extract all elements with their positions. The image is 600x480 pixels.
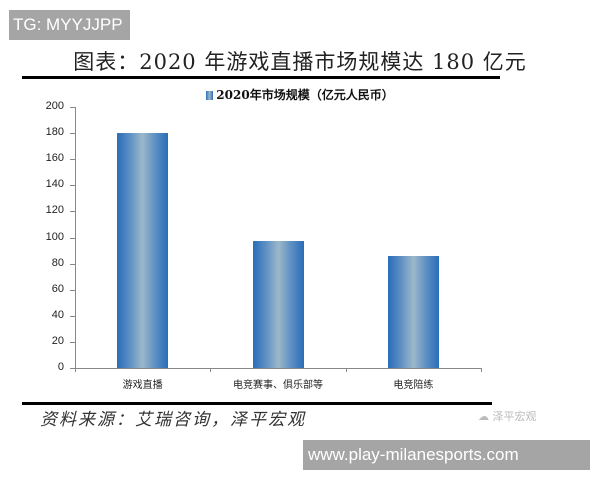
chart-title: 图表：2020 年游戏直播市场规模达 180 亿元 <box>73 50 527 74</box>
y-tick-label: 0 <box>57 361 64 373</box>
bar-0 <box>117 133 169 368</box>
y-tick <box>70 263 75 265</box>
bar-1 <box>252 241 304 368</box>
wechat-watermark: ☁ 泽平宏观 <box>478 410 537 423</box>
x-category-label: 电竞陪练 <box>393 380 434 391</box>
x-axis <box>75 368 481 369</box>
y-tick-label: 140 <box>45 178 64 191</box>
y-tick <box>70 289 75 291</box>
y-tick-label: 160 <box>45 152 64 165</box>
x-category-label: 电竞赛事、俱乐部等 <box>233 380 323 391</box>
y-tick-label: 200 <box>45 100 64 112</box>
y-tick-label: 80 <box>51 256 64 269</box>
y-tick <box>70 368 75 369</box>
x-tick <box>345 368 347 372</box>
legend-swatch-icon <box>206 91 214 100</box>
y-tick <box>70 341 75 343</box>
bottom-divider <box>22 402 492 405</box>
y-tick <box>70 185 75 187</box>
y-tick <box>70 315 75 317</box>
x-tick <box>481 368 482 372</box>
y-tick <box>70 133 75 135</box>
x-tick <box>75 368 76 372</box>
y-tick <box>70 159 75 161</box>
y-axis <box>75 107 76 368</box>
y-tick-label: 20 <box>51 334 64 347</box>
y-tick-label: 120 <box>45 204 64 217</box>
y-tick <box>70 211 75 213</box>
y-tick <box>70 237 75 239</box>
source-note: 资料来源：艾瑞咨询，泽平宏观 <box>40 410 306 430</box>
y-tick-label: 180 <box>45 126 64 139</box>
telegram-overlay-label: TG: MYYJJPP <box>9 10 130 40</box>
chart-legend: 2020年市场规模（亿元人民币） <box>0 86 600 103</box>
x-tick <box>210 368 212 372</box>
top-divider <box>22 76 500 79</box>
legend-label: 2020年市场规模（亿元人民币） <box>216 88 394 102</box>
wechat-icon: ☁ <box>478 410 493 423</box>
y-tick-label: 40 <box>51 308 64 321</box>
y-tick-label: 100 <box>45 230 64 243</box>
y-tick <box>70 107 75 108</box>
site-overlay-label: www.play-milanesports.com <box>303 440 590 470</box>
bar-2 <box>387 255 439 368</box>
y-tick-label: 60 <box>51 282 64 295</box>
x-category-label: 游戏直播 <box>122 380 163 391</box>
